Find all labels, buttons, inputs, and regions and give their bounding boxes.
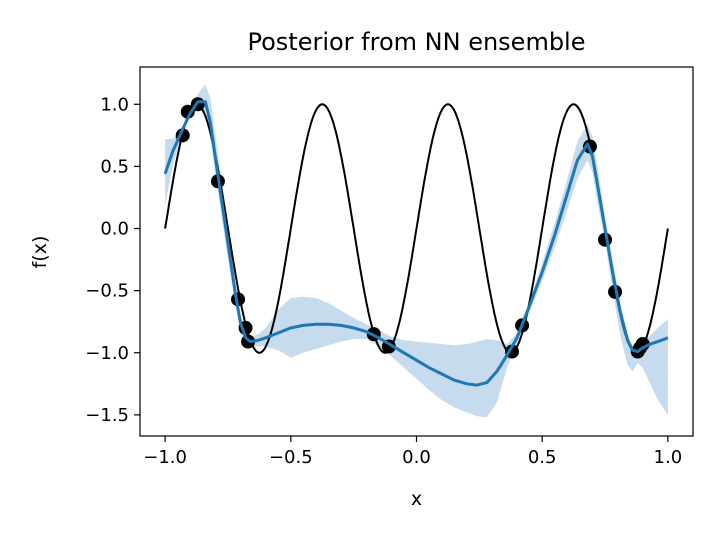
y-tick-label: −1.0	[85, 343, 129, 364]
observation-point	[180, 104, 195, 119]
posterior-mean-line	[163, 100, 669, 387]
chart-title: Posterior from NN ensemble	[247, 28, 585, 56]
uncertainty-band	[165, 84, 668, 418]
x-tick-label: 0.5	[528, 447, 557, 468]
y-tick-label: −1.5	[85, 405, 129, 426]
x-tick-label: −0.5	[269, 447, 313, 468]
plot-layer	[163, 84, 669, 418]
x-tick-label: 1.0	[654, 447, 683, 468]
x-tick-label: 0.0	[402, 447, 431, 468]
y-axis-title: f(x)	[29, 236, 51, 269]
ticks-layer: −1.0 −0.5 0.0 0.5 1.0 1.0 0.5 0.0 −0.5 −1.0 −1.5	[85, 94, 682, 468]
y-tick-label: 0.5	[100, 156, 129, 177]
y-tick-label: −0.5	[85, 281, 129, 302]
y-tick-label: 0.0	[100, 219, 129, 240]
x-tick-label: −1.0	[143, 447, 187, 468]
y-tick-label: 1.0	[100, 94, 129, 115]
plot-area	[163, 84, 669, 418]
x-axis-title: x	[411, 488, 422, 510]
